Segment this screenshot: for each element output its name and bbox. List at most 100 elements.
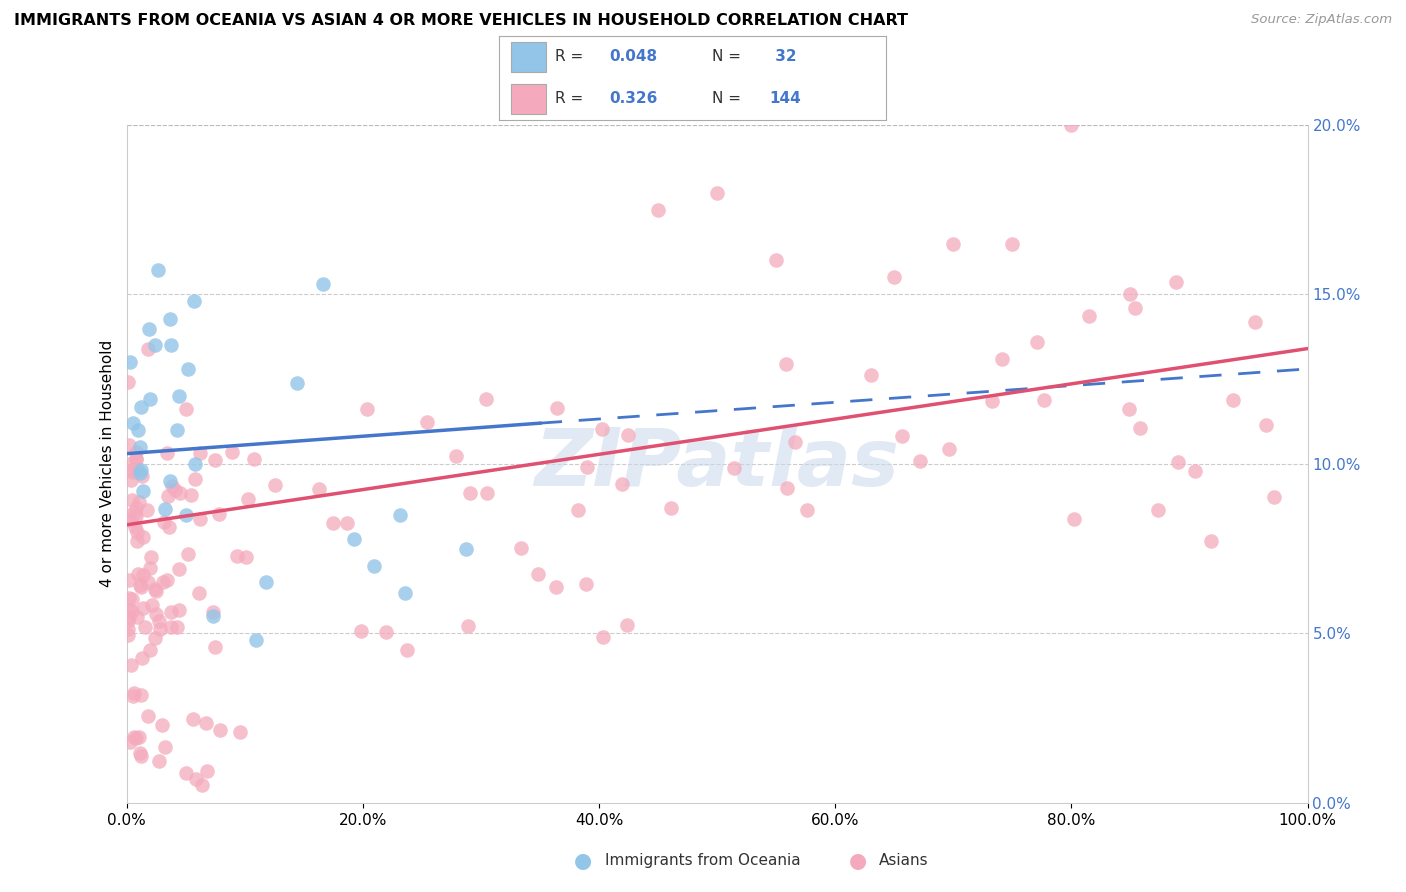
Point: [204, 640, 226, 654]
Bar: [510, 84, 546, 113]
Point: [254, 575, 277, 590]
Point: [389, 508, 412, 522]
Point: [134, 620, 156, 634]
Point: [128, 440, 150, 454]
Text: N =: N =: [711, 48, 745, 63]
Point: [139, 392, 162, 406]
Point: [174, 766, 197, 780]
Point: [616, 617, 638, 632]
Point: [1123, 301, 1146, 315]
Point: [796, 503, 818, 517]
Point: [181, 712, 204, 726]
Point: [124, 507, 146, 521]
Point: [129, 577, 152, 591]
Point: [117, 376, 139, 390]
Text: 144: 144: [770, 91, 801, 106]
Point: [165, 483, 187, 497]
Point: [120, 473, 142, 487]
Text: Asians: Asians: [879, 854, 928, 868]
Point: [1166, 275, 1188, 289]
Point: [1033, 393, 1056, 408]
Point: [136, 709, 159, 723]
Point: [118, 573, 141, 587]
Point: [245, 633, 267, 648]
Point: [159, 338, 181, 352]
Point: [127, 566, 149, 581]
Point: [135, 502, 157, 516]
Text: ZIPatlas: ZIPatlas: [534, 425, 900, 503]
Text: IMMIGRANTS FROM OCEANIA VS ASIAN 4 OR MORE VEHICLES IN HOUSEHOLD CORRELATION CHA: IMMIGRANTS FROM OCEANIA VS ASIAN 4 OR MO…: [14, 13, 908, 29]
Point: [776, 481, 799, 495]
Point: [174, 508, 197, 522]
Point: [132, 530, 155, 544]
Point: [136, 342, 159, 356]
Point: [125, 533, 148, 548]
Text: 0.326: 0.326: [609, 91, 658, 106]
Point: [416, 415, 439, 429]
Point: [194, 716, 217, 731]
Point: [312, 277, 335, 292]
Point: [1146, 502, 1168, 516]
Point: [128, 494, 150, 508]
Point: [475, 486, 498, 500]
Point: [122, 465, 145, 479]
Point: [160, 479, 183, 493]
Point: [159, 620, 181, 634]
Point: [124, 520, 146, 534]
Point: [152, 574, 174, 589]
Point: [166, 620, 188, 634]
Point: [180, 488, 202, 502]
Point: [159, 312, 181, 326]
Point: [546, 401, 568, 415]
Point: [156, 446, 179, 460]
Point: [891, 429, 914, 443]
Point: [322, 516, 344, 531]
Point: [356, 401, 378, 416]
Point: [128, 466, 150, 480]
Point: [125, 501, 148, 516]
Point: [197, 764, 219, 778]
Point: [120, 355, 142, 369]
Point: [592, 630, 614, 644]
Point: [143, 632, 166, 646]
Point: [308, 482, 330, 496]
Point: [177, 547, 200, 561]
Point: [444, 450, 467, 464]
Text: Source: ZipAtlas.com: Source: ZipAtlas.com: [1251, 13, 1392, 27]
Point: [121, 604, 143, 618]
Point: [1199, 534, 1222, 549]
Point: [128, 730, 150, 744]
Point: [129, 689, 152, 703]
Point: [124, 445, 146, 459]
Point: [228, 725, 250, 739]
Point: [118, 591, 141, 605]
Point: [125, 452, 148, 467]
Point: [129, 746, 152, 760]
Point: [157, 520, 180, 534]
Point: [156, 489, 179, 503]
Point: [336, 516, 359, 530]
Point: [395, 643, 418, 657]
Point: [190, 778, 212, 792]
Text: R =: R =: [555, 91, 588, 106]
Point: [475, 392, 498, 406]
Point: [1119, 287, 1142, 301]
Point: [122, 730, 145, 744]
Point: [457, 619, 479, 633]
Point: [156, 573, 179, 587]
Point: [131, 468, 153, 483]
Point: [129, 748, 152, 763]
Point: [908, 454, 931, 468]
Point: [1129, 421, 1152, 435]
Text: R =: R =: [555, 48, 588, 63]
Point: [169, 603, 191, 617]
Point: [145, 583, 167, 598]
Point: [121, 456, 143, 470]
Point: [235, 549, 257, 564]
Point: [1222, 392, 1244, 407]
Point: [287, 376, 309, 391]
Point: [139, 561, 162, 575]
Point: [132, 483, 155, 498]
Point: [184, 457, 207, 471]
Point: [169, 486, 191, 500]
